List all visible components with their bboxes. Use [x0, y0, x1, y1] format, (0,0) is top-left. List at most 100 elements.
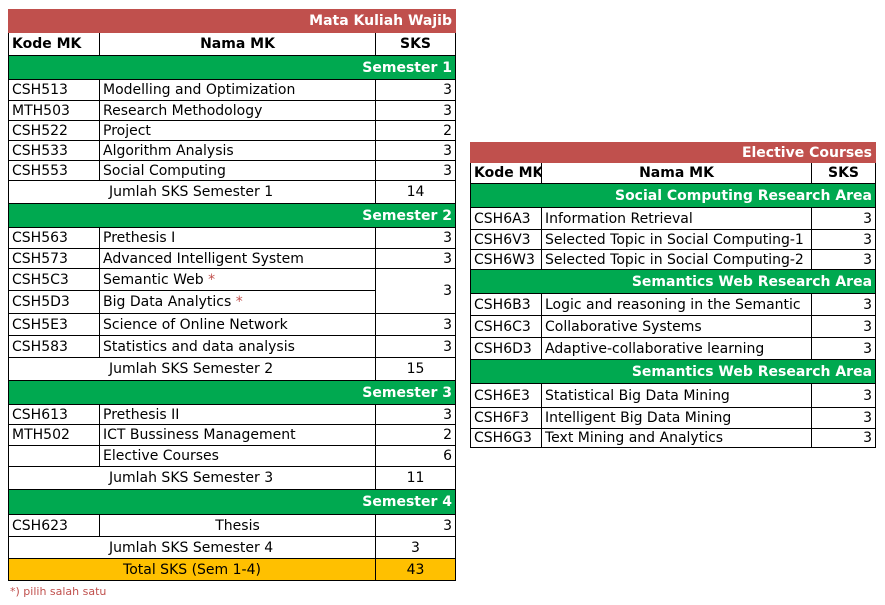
col-header-name: Nama MK	[99, 32, 376, 56]
col-header-sks: SKS	[375, 32, 456, 56]
research-area-header: Social Computing Research Area	[469, 183, 877, 208]
course-code: CSH533	[8, 140, 100, 161]
course-code: CSH573	[8, 248, 100, 269]
course-name: Adaptive-collaborative learning	[541, 337, 812, 360]
semester-label: Semester 2	[8, 203, 456, 228]
course-name: Logic and reasoning in the Semantic	[541, 293, 812, 316]
course-name: Text Mining and Analytics	[541, 428, 812, 448]
course-code: CSH5D3	[8, 290, 100, 314]
course-name: Prethesis II	[99, 404, 376, 425]
mata-kuliah-wajib-table: Mata Kuliah Wajib Kode MK Nama MK SKS Se…	[8, 9, 456, 581]
table-row: CSH522 Project 2	[8, 120, 456, 141]
table-row: CSH533 Algorithm Analysis 3	[8, 140, 456, 161]
table-row: CSH5C3 Semantic Web * 3	[8, 268, 456, 314]
wajib-title: Mata Kuliah Wajib	[8, 9, 456, 33]
table-row: CSH6F3 Intelligent Big Data Mining 3	[470, 407, 877, 429]
course-code: CSH6F3	[470, 407, 542, 429]
semester-sum-label: Jumlah SKS Semester 4	[8, 536, 376, 559]
semester-sum-label: Jumlah SKS Semester 2	[8, 357, 376, 381]
course-code: MTH502	[8, 424, 100, 446]
course-name: Elective Courses	[99, 445, 376, 467]
course-code: CSH623	[8, 514, 100, 537]
course-sks: 3	[810, 407, 877, 429]
table-row: CSH573 Advanced Intelligent System 3	[8, 248, 456, 269]
col-header-code: Kode MK	[470, 162, 542, 184]
table-row: CSH6G3 Text Mining and Analytics 3	[470, 428, 877, 448]
semester-sum-label: Jumlah SKS Semester 1	[8, 180, 376, 204]
table-row: CSH6V3 Selected Topic in Social Computin…	[470, 229, 877, 250]
course-sks: 3	[375, 248, 456, 269]
course-name: Statistical Big Data Mining	[541, 383, 812, 408]
semester-label: Semester 3	[8, 380, 456, 405]
course-name: Big Data Analytics *	[99, 290, 376, 314]
header-row: Kode MK Nama MK SKS	[8, 32, 456, 56]
course-code: CSH513	[8, 79, 100, 101]
course-sks: 6	[375, 445, 456, 467]
table-title-row: Mata Kuliah Wajib	[8, 9, 456, 33]
course-sks: 3	[810, 229, 877, 250]
course-sks: 2	[375, 424, 456, 446]
table-row: CSH6W3 Selected Topic in Social Computin…	[470, 249, 877, 270]
course-name-text: Big Data Analytics	[103, 294, 232, 310]
total-value: 43	[375, 558, 456, 581]
course-name: ICT Bussiness Management	[99, 424, 376, 446]
elective-courses-table: Elective Courses Kode MK Nama MK SKS Soc…	[469, 142, 877, 448]
semester-header: Semester 3	[8, 380, 456, 405]
course-code: CSH613	[8, 404, 100, 425]
semester-sum-row: Jumlah SKS Semester 2 15	[8, 357, 456, 381]
semester-sum-row: Jumlah SKS Semester 1 14	[8, 180, 456, 204]
course-code: CSH6D3	[470, 337, 542, 360]
course-sks-merged: 3	[375, 268, 456, 314]
semester-sum-value: 15	[375, 357, 456, 381]
table-row: CSH5E3 Science of Online Network 3	[8, 313, 456, 336]
semester-sum-row: Jumlah SKS Semester 3 11	[8, 466, 456, 490]
table-row: CSH6A3 Information Retrieval 3	[470, 207, 877, 230]
table-row: CSH583 Statistics and data analysis 3	[8, 335, 456, 358]
course-sks: 3	[375, 404, 456, 425]
semester-header: Semester 2	[8, 203, 456, 228]
total-row: Total SKS (Sem 1-4) 43	[8, 558, 456, 581]
elective-star-mark: *	[208, 271, 216, 288]
semester-label: Semester 4	[8, 489, 456, 515]
course-code: CSH6G3	[470, 428, 542, 448]
course-name: Collaborative Systems	[541, 315, 812, 338]
semester-header: Semester 1	[8, 55, 456, 80]
course-sks: 3	[810, 315, 877, 338]
course-code: MTH503	[8, 100, 100, 121]
semester-label: Semester 1	[8, 55, 456, 80]
course-code: CSH5C3	[8, 268, 100, 291]
research-area-header: Semantics Web Research Area	[469, 359, 877, 384]
research-area-label: Semantics Web Research Area	[469, 269, 877, 294]
course-name: Project	[99, 120, 376, 141]
course-code: CSH522	[8, 120, 100, 141]
course-name: Social Computing	[99, 160, 376, 181]
course-code: CSH563	[8, 227, 100, 249]
table-row: MTH502 ICT Bussiness Management 2	[8, 424, 456, 446]
semester-sum-value: 3	[375, 536, 456, 559]
course-name: Advanced Intelligent System	[99, 248, 376, 269]
course-code: CSH583	[8, 335, 100, 358]
course-name: Selected Topic in Social Computing-1	[541, 229, 812, 250]
footnote: *) pilih salah satu	[10, 585, 106, 598]
course-name: Science of Online Network	[99, 313, 376, 336]
course-sks: 3	[810, 207, 877, 230]
course-sks: 3	[375, 514, 456, 537]
col-header-name: Nama MK	[541, 162, 812, 184]
table-row: Elective Courses 6	[8, 445, 456, 467]
semester-header: Semester 4	[8, 489, 456, 515]
semester-sum-value: 14	[375, 180, 456, 204]
course-name: Selected Topic in Social Computing-2	[541, 249, 812, 270]
course-code: CSH6B3	[470, 293, 542, 316]
course-name: Research Methodology	[99, 100, 376, 121]
course-sks: 3	[375, 160, 456, 181]
course-name: Algorithm Analysis	[99, 140, 376, 161]
research-area-label: Semantics Web Research Area	[469, 359, 877, 384]
course-code: CSH6W3	[470, 249, 542, 270]
course-sks: 2	[375, 120, 456, 141]
course-name: Prethesis I	[99, 227, 376, 249]
table-row: CSH6D3 Adaptive-collaborative learning 3	[470, 337, 877, 360]
table-row: CSH6E3 Statistical Big Data Mining 3	[470, 383, 877, 408]
course-code: CSH6V3	[470, 229, 542, 250]
table-row: CSH6B3 Logic and reasoning in the Semant…	[470, 293, 877, 316]
course-sks: 3	[810, 249, 877, 270]
